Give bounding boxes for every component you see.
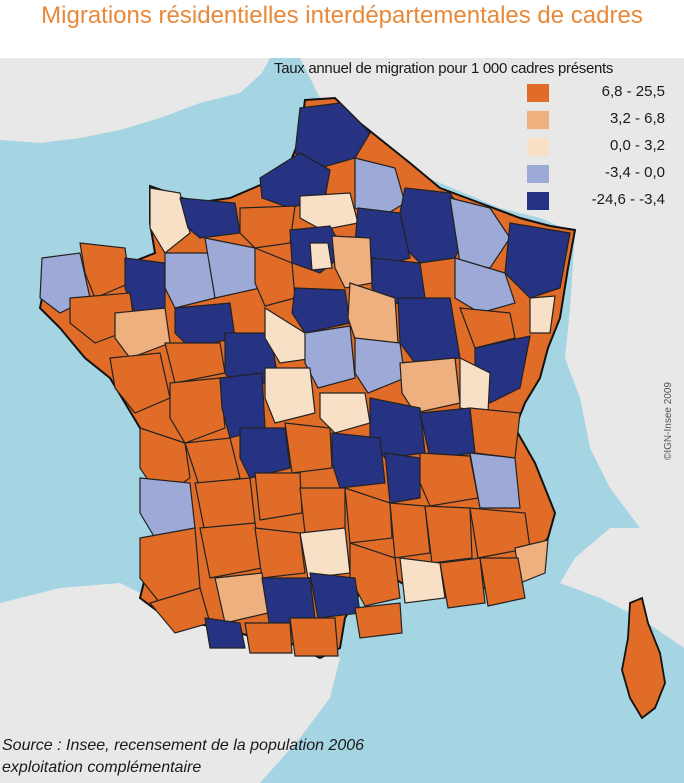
region-mayenne[interactable] xyxy=(164,252,216,309)
legend-item-0: 6,8 - 25,5 xyxy=(527,82,677,104)
region-loire-atl[interactable] xyxy=(114,307,171,359)
region-puy-dome[interactable] xyxy=(331,432,386,489)
region-aude[interactable] xyxy=(289,617,339,657)
legend-swatch-1 xyxy=(527,111,549,129)
region-haute-loire[interactable] xyxy=(344,487,393,544)
copyright-credit: ©IGN-Insee 2009 xyxy=(663,382,674,460)
legend-swatch-3 xyxy=(527,165,549,183)
region-aveyron[interactable] xyxy=(349,542,401,607)
region-orne[interactable] xyxy=(204,237,261,299)
region-allier[interactable] xyxy=(319,392,371,434)
map-title: Migrations résidentielles interdéparteme… xyxy=(41,2,643,29)
region-gard[interactable] xyxy=(399,557,446,604)
region-cote-or[interactable] xyxy=(399,357,461,414)
map-area[interactable] xyxy=(0,58,684,783)
region-nievre[interactable] xyxy=(354,337,406,394)
region-charente[interactable] xyxy=(184,437,241,489)
legend-label-2: 0,0 - 3,2 xyxy=(609,137,665,154)
legend-label-4: -24,6 - -3,4 xyxy=(591,191,665,208)
legend-swatch-4 xyxy=(527,192,549,210)
legend-label-3: -3,4 - 0,0 xyxy=(604,164,665,181)
legend-item-1: 3,2 - 6,8 xyxy=(527,109,677,131)
legend-item-2: 0,0 - 3,2 xyxy=(527,136,677,158)
region-vosges[interactable] xyxy=(454,257,516,314)
legend: Taux annuel de migration pour 1 000 cadr… xyxy=(270,60,682,83)
legend-swatch-2 xyxy=(527,138,549,156)
region-creuse[interactable] xyxy=(284,422,333,474)
source-line-2: exploitation complémentaire xyxy=(2,759,202,776)
region-loir-cher[interactable] xyxy=(264,306,316,364)
region-savoie[interactable] xyxy=(469,452,521,509)
source-line-1: Source : Insee, recensement de la popula… xyxy=(2,737,365,754)
region-ain[interactable] xyxy=(419,407,476,459)
region-ardennes[interactable] xyxy=(354,157,406,219)
france-map[interactable] xyxy=(0,58,684,783)
region-alsace[interactable] xyxy=(504,222,571,299)
region-haut-rhin[interactable] xyxy=(529,295,556,334)
region-indre[interactable] xyxy=(264,367,316,424)
region-tarn-garonne[interactable] xyxy=(254,527,306,579)
region-ardeche[interactable] xyxy=(389,502,431,559)
region-isere[interactable] xyxy=(419,452,479,507)
region-vaucluse[interactable] xyxy=(439,557,486,609)
region-calvados[interactable] xyxy=(179,197,241,239)
source-note: Source : Insee, recensement de la popula… xyxy=(2,735,364,779)
neighbor-land-spain xyxy=(0,583,340,783)
region-moselle[interactable] xyxy=(449,197,511,269)
region-corse[interactable] xyxy=(621,596,666,720)
legend-label-1: 3,2 - 6,8 xyxy=(609,110,665,127)
region-haute-savoie[interactable] xyxy=(469,407,521,459)
region-cher[interactable] xyxy=(304,325,356,389)
legend-swatch-0 xyxy=(527,84,549,102)
region-loire[interactable] xyxy=(384,452,421,504)
region-var[interactable] xyxy=(479,557,526,607)
region-correze[interactable] xyxy=(254,472,303,521)
region-eure-loir[interactable] xyxy=(254,247,296,307)
region-haute-marne[interactable] xyxy=(397,297,461,364)
neighbor-land-italy xyxy=(560,528,684,648)
region-deux-sevres[interactable] xyxy=(169,377,226,444)
region-vendee[interactable] xyxy=(109,352,171,414)
region-oise[interactable] xyxy=(299,192,359,231)
region-lot-garonne[interactable] xyxy=(199,522,263,579)
region-paris-west[interactable] xyxy=(309,242,333,271)
region-hautes-pyr[interactable] xyxy=(204,617,246,649)
region-loiret[interactable] xyxy=(291,287,351,334)
region-cantal[interactable] xyxy=(299,487,346,534)
region-drome[interactable] xyxy=(424,505,473,564)
region-cotes-armor[interactable] xyxy=(79,242,131,299)
legend-title: Taux annuel de migration pour 1 000 cadr… xyxy=(274,60,614,77)
legend-label-0: 6,8 - 25,5 xyxy=(601,83,665,100)
region-tarn[interactable] xyxy=(309,572,361,619)
region-ariege[interactable] xyxy=(244,622,293,654)
departments[interactable] xyxy=(39,102,666,720)
region-haute-saone[interactable] xyxy=(459,307,516,349)
legend-item-3: -3,4 - 0,0 xyxy=(527,163,677,185)
region-lot[interactable] xyxy=(299,527,351,579)
neighbor-land-uk xyxy=(0,58,270,143)
neighbor-land-east xyxy=(300,58,684,528)
region-eure[interactable] xyxy=(239,205,296,249)
region-herault[interactable] xyxy=(354,602,403,639)
legend-item-4: -24,6 - -3,4 xyxy=(527,190,677,212)
region-manche[interactable] xyxy=(149,187,191,254)
